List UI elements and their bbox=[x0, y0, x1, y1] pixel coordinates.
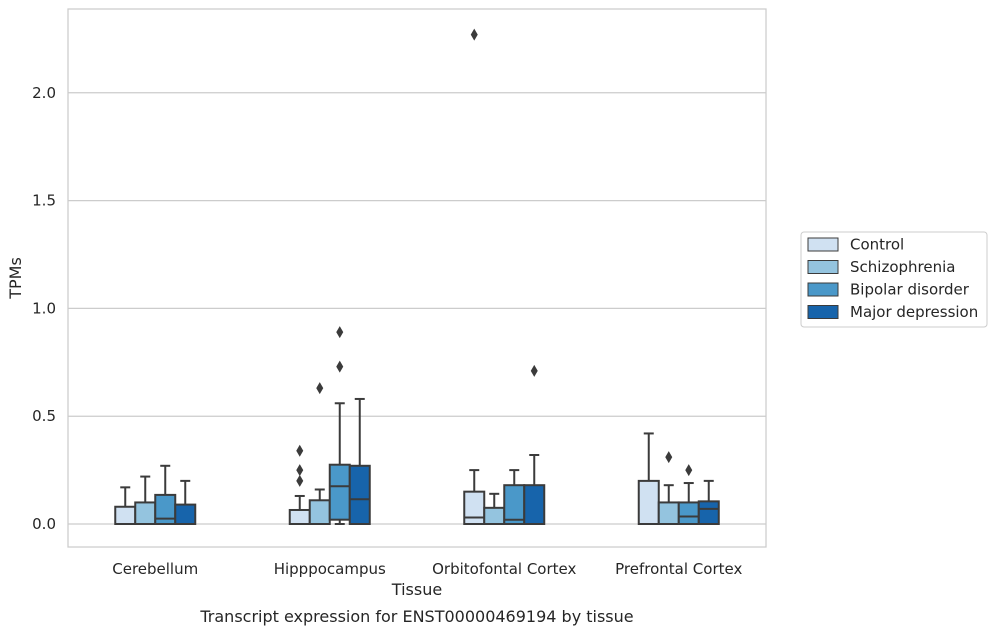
box bbox=[483, 506, 506, 525]
x-tick-label: Prefrontal Cortex bbox=[615, 560, 742, 578]
box-control bbox=[637, 432, 660, 526]
box bbox=[154, 493, 177, 526]
outlier-point bbox=[316, 382, 324, 395]
x-axis-title: Tissue bbox=[391, 580, 442, 599]
box-major-depression bbox=[174, 479, 197, 526]
outlier-point bbox=[296, 464, 304, 477]
y-tick-label: 2.0 bbox=[32, 84, 56, 102]
legend: Control Schizophrenia Bipolar disorder Majo… bbox=[800, 231, 988, 328]
grid-lines bbox=[68, 92, 766, 525]
box bbox=[657, 501, 680, 526]
legend-label: Bipolar disorder bbox=[850, 281, 970, 299]
box-groups bbox=[114, 28, 720, 526]
box bbox=[288, 508, 311, 525]
box bbox=[523, 484, 546, 525]
y-tick-labels: 0.0 0.5 1.0 1.5 2.0 bbox=[32, 84, 56, 533]
y-axis-title: TPMs bbox=[6, 257, 25, 300]
legend-swatch bbox=[807, 282, 839, 297]
box bbox=[134, 501, 157, 526]
box bbox=[308, 499, 331, 525]
box-bipolar-disorder bbox=[154, 464, 177, 526]
box-schizophrenia bbox=[308, 382, 331, 525]
box-control bbox=[114, 486, 137, 526]
outlier-point bbox=[685, 464, 693, 477]
x-tick-label: Hipppocampus bbox=[274, 560, 386, 578]
box-control bbox=[288, 444, 311, 525]
x-tick-label: Orbitofontal Cortex bbox=[432, 560, 576, 578]
box bbox=[348, 464, 371, 525]
box bbox=[328, 463, 351, 521]
plot-area-frame bbox=[67, 8, 767, 548]
box-schizophrenia bbox=[134, 475, 157, 526]
x-tick-labels: Cerebellum Hipppocampus Orbitofontal Corte… bbox=[112, 560, 742, 578]
box bbox=[697, 500, 720, 525]
outlier-point bbox=[665, 451, 673, 464]
legend-label: Control bbox=[850, 236, 904, 254]
box-major-depression bbox=[697, 479, 720, 525]
box bbox=[677, 501, 700, 526]
box bbox=[114, 505, 137, 526]
box-bipolar-disorder bbox=[328, 326, 351, 525]
box bbox=[463, 490, 486, 526]
legend-frame bbox=[800, 231, 988, 328]
box-bipolar-disorder bbox=[677, 464, 700, 526]
box-major-depression bbox=[523, 364, 546, 525]
box-bipolar-disorder bbox=[503, 469, 526, 525]
outlier-point bbox=[296, 444, 304, 457]
outlier-point bbox=[336, 360, 344, 373]
legend-label: Major depression bbox=[850, 303, 978, 321]
outlier-point bbox=[530, 364, 538, 377]
legend-label: Schizophrenia bbox=[850, 258, 955, 276]
outlier-point bbox=[296, 474, 304, 487]
box-schizophrenia bbox=[483, 492, 506, 525]
legend-swatch bbox=[807, 237, 839, 252]
box-schizophrenia bbox=[657, 451, 680, 526]
legend-swatch bbox=[807, 305, 839, 319]
box-major-depression bbox=[348, 397, 371, 525]
y-tick-label: 0.0 bbox=[32, 515, 56, 533]
y-tick-label: 1.0 bbox=[32, 299, 56, 317]
box bbox=[174, 503, 197, 526]
chart-caption: Transcript expression for ENST0000046919… bbox=[199, 607, 633, 626]
y-tick-label: 1.5 bbox=[32, 192, 56, 210]
legend-swatch bbox=[807, 260, 839, 274]
box bbox=[637, 479, 660, 526]
box bbox=[503, 484, 526, 525]
box-control bbox=[463, 28, 486, 526]
x-tick-label: Cerebellum bbox=[112, 560, 198, 578]
y-tick-label: 0.5 bbox=[32, 407, 56, 425]
outlier-point bbox=[470, 28, 478, 41]
outlier-point bbox=[336, 326, 344, 339]
